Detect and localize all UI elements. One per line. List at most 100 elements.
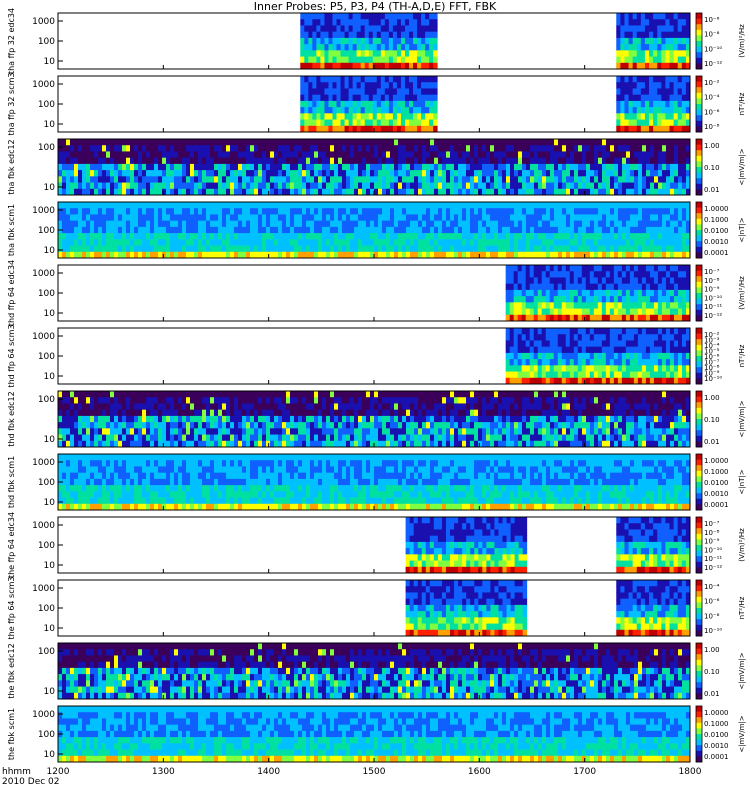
spectrogram-cell <box>316 62 321 70</box>
spectrogram-cell <box>538 145 543 152</box>
spectrogram-cell <box>206 188 211 196</box>
spectrogram-cell <box>286 202 291 209</box>
spectrogram-cell <box>402 139 407 146</box>
spectrogram-cell <box>634 202 639 209</box>
spectrogram-cell <box>685 62 691 70</box>
spectrogram-cell <box>58 163 63 171</box>
spectrogram-cell <box>370 202 375 209</box>
spectrogram-cell <box>616 119 621 127</box>
spectrogram-cell <box>332 37 337 45</box>
spectrogram-cell <box>550 202 555 209</box>
spectrogram-cell <box>122 251 127 259</box>
spectrogram-cell <box>370 251 375 259</box>
spectrogram-cell <box>525 308 531 316</box>
spectrogram-cell <box>662 233 667 240</box>
spectrogram-cell <box>142 208 147 215</box>
spectrogram-cell <box>336 25 341 33</box>
spectrogram-cell <box>324 50 329 57</box>
spectrogram-cell <box>541 302 547 309</box>
spectrogram-cell <box>190 188 195 196</box>
spectrogram-cell <box>573 371 579 379</box>
spectrogram-cell <box>593 283 599 291</box>
spectrogram-cell <box>78 239 83 246</box>
spectrogram-cell <box>382 214 387 222</box>
spectrogram-cell <box>122 182 127 190</box>
spectrogram-cell <box>550 151 555 159</box>
spectrogram-cell <box>234 170 239 177</box>
spectrogram-cell <box>640 88 646 96</box>
spectrogram-cell <box>62 182 67 190</box>
spectrogram-cell <box>266 239 271 246</box>
spectrogram-cell <box>630 157 635 165</box>
spectrogram-cell <box>338 157 343 165</box>
spectrogram-cell <box>545 277 551 285</box>
spectrogram-cell <box>470 182 475 190</box>
spectrogram-cell <box>669 119 675 127</box>
figure-title: Inner Probes: P5, P3, P4 (TH-A,D,E) FFT,… <box>253 0 497 13</box>
spectrogram-cell <box>162 182 167 190</box>
spectrogram-cell <box>620 25 625 33</box>
spectrogram-cell <box>650 214 655 222</box>
spectrogram-cell <box>214 139 219 146</box>
spectrogram-cell <box>574 163 579 171</box>
spectrogram-cell <box>322 202 327 209</box>
spectrogram-cell <box>442 176 447 183</box>
spectrogram-cell <box>162 188 167 196</box>
spectrogram-cell <box>362 220 367 228</box>
spectrogram-cell <box>290 245 295 253</box>
spectrogram-cell <box>250 139 255 146</box>
spectrogram-cell <box>340 119 345 127</box>
spectrogram-cell <box>665 271 671 278</box>
spectrogram-cell <box>312 25 317 33</box>
spectrogram-cell <box>246 188 251 196</box>
spectrogram-cell <box>677 82 683 89</box>
spectrogram-cell <box>597 328 603 335</box>
spectrogram-cell <box>554 176 559 183</box>
spectrogram-cell <box>653 119 658 127</box>
spectrogram-cell <box>618 170 623 177</box>
spectrogram-cell <box>434 157 439 165</box>
spectrogram-cell <box>630 226 635 234</box>
spectrogram-cell <box>646 251 651 259</box>
spectrogram-cell <box>653 13 658 20</box>
spectrogram-cell <box>602 163 607 171</box>
spectrogram-cell <box>70 176 75 183</box>
spectrogram-cell <box>194 251 199 259</box>
spectrogram-cell <box>542 208 547 215</box>
spectrogram-cell <box>308 25 313 33</box>
spectrogram-cell <box>376 13 382 20</box>
spectrogram-cell <box>414 151 419 159</box>
spectrogram-cell <box>670 233 675 240</box>
spectrogram-cell <box>642 151 647 159</box>
colorbar-segment <box>696 309 702 316</box>
spectrogram-cell <box>610 220 615 228</box>
spectrogram-cell <box>392 31 398 39</box>
spectrogram-cell <box>106 403 111 411</box>
spectrogram-cell <box>581 296 587 303</box>
spectrogram-cell <box>304 100 309 108</box>
spectrogram-cell <box>190 151 195 159</box>
spectrogram-cell <box>202 139 207 146</box>
spectrogram-cell <box>634 239 639 246</box>
spectrogram-cell <box>404 88 410 96</box>
spectrogram-cell <box>438 163 443 171</box>
spectrogram-cell <box>82 202 87 209</box>
spectrogram-cell <box>320 100 325 108</box>
spectrogram-cell <box>650 233 655 240</box>
spectrogram-cell <box>118 151 123 159</box>
spectrogram-cell <box>362 202 367 209</box>
spectrogram-cell <box>509 340 515 348</box>
spectrogram-cell <box>670 188 675 196</box>
spectrogram-cell <box>186 188 191 196</box>
spectrogram-cell <box>620 100 625 108</box>
spectrogram-cell <box>586 202 591 209</box>
spectrogram-cell <box>58 182 63 190</box>
spectrogram-cell <box>344 25 349 33</box>
spectrogram-cell <box>394 214 399 222</box>
spectrogram-cell <box>376 31 382 39</box>
spectrogram-cell <box>250 245 255 253</box>
spectrogram-cell <box>374 208 379 215</box>
spectrogram-cell <box>258 145 263 152</box>
spectrogram-cell <box>218 202 223 209</box>
spectrogram-cell <box>677 88 683 96</box>
